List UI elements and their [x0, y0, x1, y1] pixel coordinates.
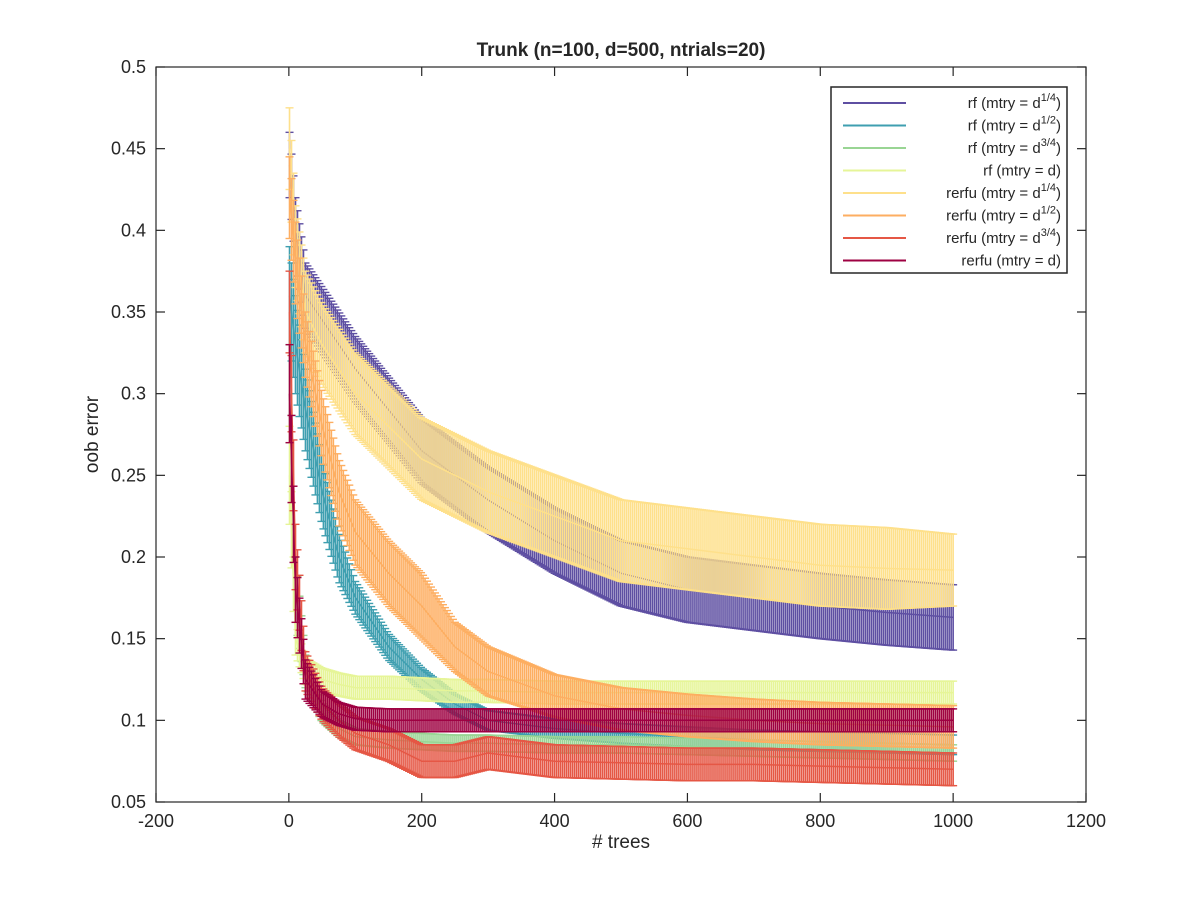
series-layer	[285, 107, 958, 787]
series-4-line	[288, 475, 954, 694]
